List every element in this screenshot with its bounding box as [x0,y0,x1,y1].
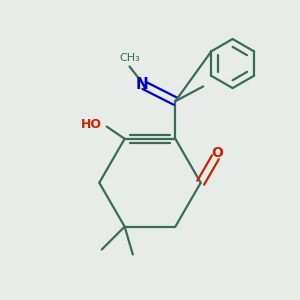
Text: HO: HO [81,118,102,131]
Text: CH₃: CH₃ [119,52,140,63]
Text: N: N [135,77,148,92]
Text: O: O [211,146,223,160]
